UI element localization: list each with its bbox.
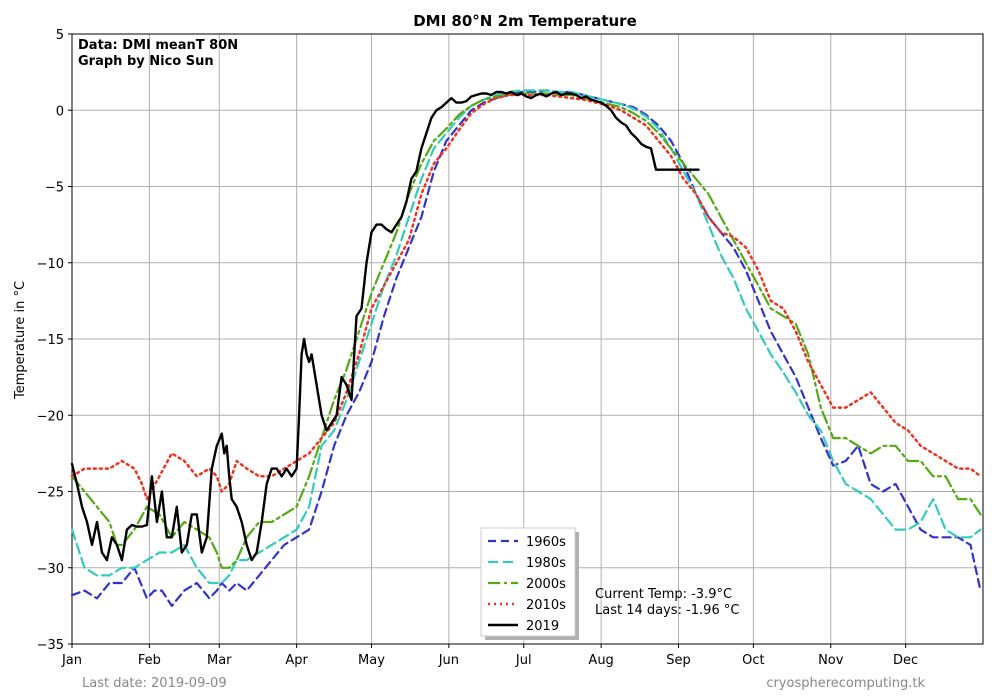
y-tick-label: 5 bbox=[56, 28, 64, 43]
last-date-annotation: Last date: 2019-09-09 bbox=[82, 676, 227, 691]
x-tick-label: Dec bbox=[893, 653, 918, 668]
legend: 1960s 1980s 2000s 2010s 2019 bbox=[480, 527, 579, 640]
x-tick-label: Oct bbox=[742, 653, 764, 668]
y-tick-label: −25 bbox=[37, 486, 64, 501]
y-tick-label: −15 bbox=[37, 333, 64, 348]
series-line-2000s bbox=[70, 92, 982, 569]
x-tick-label: Jan bbox=[61, 653, 82, 668]
y-tick-label: −10 bbox=[37, 257, 64, 272]
series-line-2019 bbox=[70, 90, 700, 562]
y-tick-label: 0 bbox=[56, 104, 64, 119]
credit-annotation: Graph by Nico Sun bbox=[78, 54, 214, 69]
y-tick-label: −5 bbox=[45, 181, 64, 196]
data-source-annotation: Data: DMI meanT 80N bbox=[78, 38, 238, 53]
series-line-1980s bbox=[70, 89, 982, 585]
website-annotation: cryospherecomputing.tk bbox=[766, 676, 925, 691]
chart-title: DMI 80°N 2m Temperature bbox=[413, 12, 637, 30]
last-14-days-annotation: Last 14 days: -1.96 °C bbox=[595, 603, 739, 618]
x-tick-label: Apr bbox=[285, 653, 308, 668]
legend-label-2010s: 2010s bbox=[526, 598, 566, 613]
y-tick-label: −35 bbox=[37, 638, 64, 653]
current-temp-annotation: Current Temp: -3.9°C bbox=[595, 587, 732, 602]
legend-label-2019: 2019 bbox=[526, 619, 559, 634]
series-line-2010s bbox=[70, 93, 982, 501]
y-tick-label: −30 bbox=[37, 562, 64, 577]
x-tick-label: Jul bbox=[515, 653, 532, 668]
x-tick-label: Mar bbox=[207, 653, 232, 668]
y-axis-ticks: 5 0 −5 −10 −15 −20 −25 −30 −35 bbox=[37, 28, 72, 653]
x-tick-label: May bbox=[358, 653, 385, 668]
y-tick-label: −20 bbox=[37, 409, 64, 424]
legend-label-1960s: 1960s bbox=[526, 535, 566, 550]
legend-label-2000s: 2000s bbox=[526, 577, 566, 592]
x-tick-label: Jun bbox=[438, 653, 459, 668]
y-axis-label: Temperature in °C bbox=[13, 281, 28, 400]
series-lines bbox=[70, 89, 982, 608]
x-tick-label: Nov bbox=[818, 653, 844, 668]
x-axis-ticks: Jan Feb Mar Apr May Jun Jul Aug Sep Oct Nov Dec bbox=[61, 644, 918, 668]
legend-label-1980s: 1980s bbox=[526, 556, 566, 571]
x-tick-label: Sep bbox=[666, 653, 691, 668]
x-tick-label: Feb bbox=[138, 653, 161, 668]
x-tick-label: Aug bbox=[588, 653, 613, 668]
